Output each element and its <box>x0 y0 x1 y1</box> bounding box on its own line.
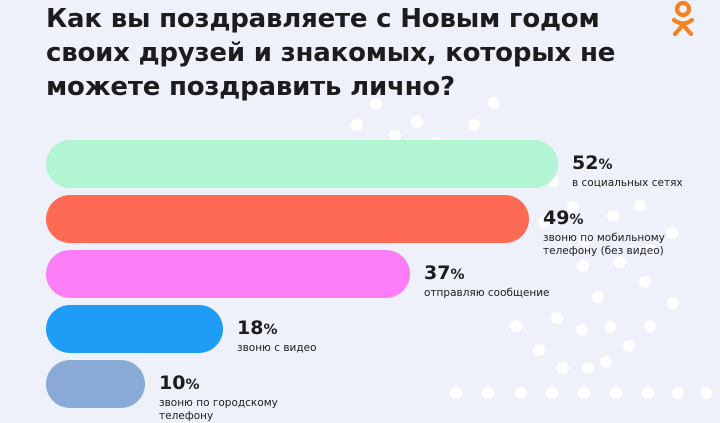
bar <box>46 195 529 243</box>
decorative-dot <box>642 387 654 399</box>
decorative-dot <box>672 387 684 399</box>
decorative-dot <box>533 344 545 356</box>
decorative-dot <box>700 387 712 399</box>
decorative-dot <box>610 387 622 399</box>
decorative-dot <box>607 210 619 222</box>
decorative-dot <box>604 321 616 333</box>
page-title: Как вы поздравляете с Новым годом своих … <box>46 4 616 102</box>
decorative-dot <box>538 216 550 228</box>
data-label-unit: % <box>263 322 278 338</box>
decorative-dot <box>579 234 591 246</box>
bar <box>46 250 410 298</box>
data-label: 49% <box>543 207 583 231</box>
infographic: { "title": "Как вы поздравляете с Новым … <box>46 0 712 422</box>
decorative-dot <box>600 356 612 368</box>
decorative-dot <box>370 98 382 110</box>
data-label-unit: % <box>569 212 584 228</box>
decorative-dot <box>578 387 590 399</box>
ok-logo-icon <box>671 0 695 37</box>
decorative-dot <box>515 387 527 399</box>
decorative-dot <box>468 119 480 131</box>
decorative-dot <box>551 312 563 324</box>
bar <box>46 305 223 353</box>
data-label-unit: % <box>185 377 200 393</box>
decorative-dot <box>614 256 626 268</box>
decorative-dot <box>488 97 500 109</box>
decorative-dot <box>644 320 656 332</box>
decorative-dot <box>577 260 589 272</box>
decorative-dot <box>557 362 569 374</box>
decorative-dot <box>482 387 494 399</box>
decorative-dot <box>667 297 679 309</box>
data-label-unit: % <box>598 157 613 173</box>
data-label: 37% <box>424 262 464 286</box>
decorative-dot <box>582 362 594 374</box>
data-label-value: 37 <box>424 262 451 284</box>
decorative-dot <box>567 201 579 213</box>
data-label-value: 49 <box>543 207 570 229</box>
category-label: звоню с видео <box>237 342 317 354</box>
data-label: 18% <box>237 317 277 341</box>
category-label: звоню по городскому телефону <box>159 397 278 422</box>
decorative-dot <box>411 116 423 128</box>
decorative-dot <box>666 227 678 239</box>
decorative-dot <box>634 199 646 211</box>
data-label: 52% <box>572 152 612 176</box>
decorative-dot <box>389 130 401 142</box>
decorative-dot <box>510 320 522 332</box>
data-label: 10% <box>159 372 199 396</box>
bar <box>46 140 558 188</box>
data-label-value: 52 <box>572 152 599 174</box>
category-label: звоню по мобильному телефону (без видео) <box>543 232 665 257</box>
data-label-value: 18 <box>237 317 264 339</box>
data-label-value: 10 <box>159 372 186 394</box>
category-label: в социальных сетях <box>572 177 683 189</box>
decorative-dot <box>576 324 588 336</box>
decorative-dot <box>639 276 651 288</box>
decorative-dot <box>592 291 604 303</box>
decorative-dot <box>351 119 363 131</box>
category-label: отправляю сообщение <box>424 287 550 299</box>
decorative-dot <box>546 387 558 399</box>
decorative-dot <box>623 340 635 352</box>
decorative-dot <box>450 387 462 399</box>
data-label-unit: % <box>450 267 465 283</box>
decorative-dot <box>644 244 656 256</box>
bar <box>46 360 145 408</box>
